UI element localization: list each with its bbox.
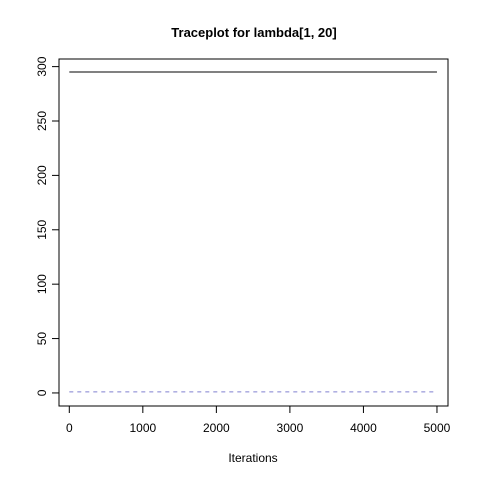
y-tick-label: 200 — [35, 165, 49, 185]
x-tick-label: 3000 — [277, 421, 304, 435]
plot-frame — [58, 58, 449, 407]
y-tick-label: 250 — [35, 111, 49, 131]
x-tick-label: 5000 — [424, 421, 451, 435]
y-tick-label: 300 — [35, 56, 49, 76]
y-tick-label: 100 — [35, 274, 49, 294]
y-tick-label: 150 — [35, 219, 49, 239]
y-tick-label: 50 — [35, 332, 49, 346]
x-axis-label: Iterations — [228, 451, 277, 465]
y-tick-label: 0 — [35, 389, 49, 396]
x-tick-label: 4000 — [350, 421, 377, 435]
chart-title: Traceplot for lambda[1, 20] — [171, 25, 336, 40]
x-tick-label: 2000 — [203, 421, 230, 435]
y-axis: 0 50 100 150 200 250 300 — [35, 56, 60, 396]
series-layer — [69, 71, 437, 393]
x-tick-label: 0 — [66, 421, 73, 435]
x-tick-label: 1000 — [129, 421, 156, 435]
x-axis: 0 1000 2000 3000 4000 5000 — [66, 405, 451, 435]
